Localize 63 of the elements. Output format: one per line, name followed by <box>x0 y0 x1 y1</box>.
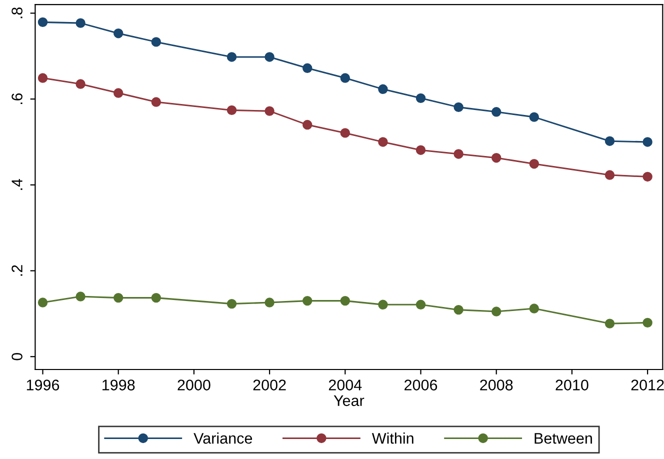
point <box>454 102 464 112</box>
point <box>491 306 502 316</box>
point <box>604 318 615 328</box>
point <box>38 73 48 83</box>
point <box>604 136 615 146</box>
point <box>302 63 312 73</box>
legend-label: Variance <box>194 432 252 444</box>
y-tick-label: .4 <box>12 178 22 190</box>
point <box>302 296 312 306</box>
point <box>76 79 86 89</box>
x-tick-label: 2000 <box>178 380 210 390</box>
point <box>76 292 86 302</box>
point <box>491 107 502 117</box>
legend-label: Within <box>372 432 414 444</box>
point <box>151 97 162 107</box>
point <box>340 296 350 306</box>
x-axis-title: Year <box>334 395 364 406</box>
point <box>416 145 426 155</box>
x-tick-label: 2012 <box>631 380 664 390</box>
point <box>226 298 237 309</box>
x-tick-label: 2006 <box>404 380 438 390</box>
point <box>378 84 388 94</box>
point <box>416 93 426 104</box>
point <box>340 128 350 138</box>
point <box>226 52 237 62</box>
y-tick-label: .8 <box>12 7 22 18</box>
point <box>264 298 274 308</box>
point <box>491 152 502 163</box>
point <box>642 137 652 147</box>
x-tick-label: 2002 <box>253 380 286 390</box>
point <box>378 137 388 147</box>
point <box>113 292 124 303</box>
point <box>529 112 540 122</box>
point <box>604 170 615 180</box>
legend-label: Between <box>534 433 592 444</box>
point <box>113 88 124 98</box>
point <box>113 28 124 38</box>
point <box>151 37 162 47</box>
point <box>529 304 540 314</box>
x-tick-label: 2010 <box>556 380 588 390</box>
point <box>378 300 388 310</box>
y-tick-label: 0 <box>12 352 22 360</box>
point <box>38 17 48 28</box>
point <box>454 149 464 159</box>
x-tick-label: 1996 <box>26 380 60 390</box>
x-tick-label: 1998 <box>102 380 135 390</box>
point <box>264 52 274 62</box>
point <box>151 292 162 303</box>
point <box>529 159 540 169</box>
point <box>264 106 274 116</box>
point <box>642 172 652 182</box>
point <box>76 18 86 28</box>
point <box>38 298 48 308</box>
point <box>642 318 652 328</box>
point <box>340 73 350 83</box>
point <box>416 300 426 310</box>
point <box>454 304 464 315</box>
y-tick-label: .6 <box>12 93 22 104</box>
x-tick-label: 2004 <box>328 380 362 390</box>
point <box>226 105 237 116</box>
point <box>302 120 312 130</box>
y-tick-label: .2 <box>12 265 22 276</box>
x-tick-label: 2008 <box>480 380 513 390</box>
